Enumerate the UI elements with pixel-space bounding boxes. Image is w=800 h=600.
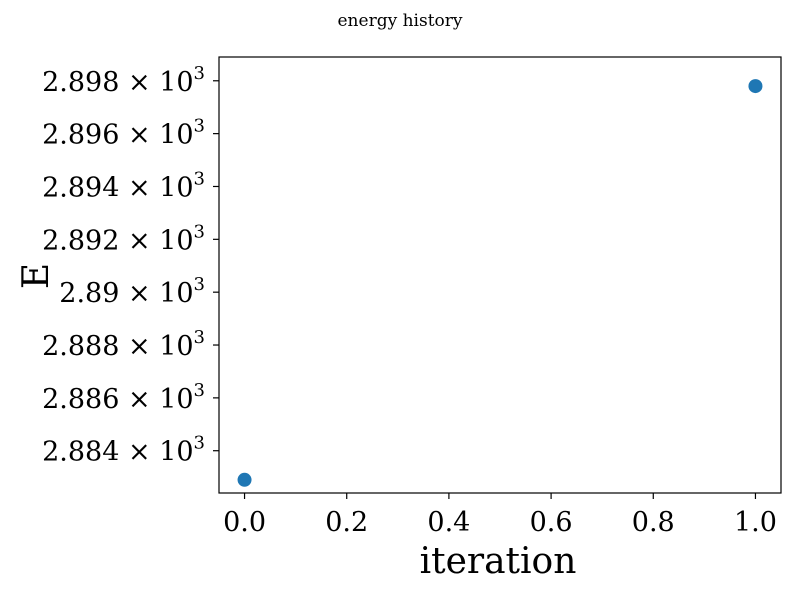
data-point <box>237 472 252 487</box>
y-tick-base: 10 <box>159 331 193 362</box>
y-tick-mantissa: 2.89 <box>59 278 119 309</box>
y-tick-times: × <box>119 225 159 256</box>
y-tick-mantissa: 2.892 <box>42 225 119 256</box>
y-tick-label: 2.888 × 103 <box>42 327 205 362</box>
y-tick-base: 10 <box>159 437 193 468</box>
x-axis: 0.0 0.2 0.4 0.6 0.8 1.0 <box>223 493 777 538</box>
y-tick-exponent: 3 <box>194 380 205 401</box>
y-tick-mantissa: 2.888 <box>42 331 119 362</box>
y-tick-exponent: 3 <box>194 221 205 242</box>
y-tick-label: 2.898 × 103 <box>42 63 205 98</box>
x-tick-label: 0.0 <box>223 507 266 538</box>
y-tick-label: 2.886 × 103 <box>42 380 205 415</box>
x-tick-label: 1.0 <box>734 507 777 538</box>
y-tick-times: × <box>119 278 159 309</box>
y-tick-base: 10 <box>159 278 193 309</box>
y-tick-exponent: 3 <box>194 63 205 84</box>
plot-frame <box>218 56 782 494</box>
y-tick-exponent: 3 <box>194 433 205 454</box>
y-tick-base: 10 <box>159 120 193 151</box>
y-tick-exponent: 3 <box>194 168 205 189</box>
y-tick-base: 10 <box>159 67 193 98</box>
y-tick-base: 10 <box>159 225 193 256</box>
x-tick-label: 0.6 <box>530 507 573 538</box>
y-tick-exponent: 3 <box>194 116 205 137</box>
y-tick-times: × <box>119 120 159 151</box>
y-tick-label: 2.896 × 103 <box>42 116 205 151</box>
y-tick-mantissa: 2.894 <box>42 172 119 203</box>
y-tick-mantissa: 2.896 <box>42 120 119 151</box>
y-tick-times: × <box>119 331 159 362</box>
y-tick-times: × <box>119 172 159 203</box>
y-tick-base: 10 <box>159 172 193 203</box>
y-tick-exponent: 3 <box>194 327 205 348</box>
x-tick-label: 0.4 <box>427 507 470 538</box>
y-tick-mantissa: 2.884 <box>42 437 119 468</box>
y-tick-exponent: 3 <box>194 274 205 295</box>
y-tick-mantissa: 2.886 <box>42 384 119 415</box>
y-tick-times: × <box>119 67 159 98</box>
data-point <box>748 79 763 94</box>
y-tick-base: 10 <box>159 384 193 415</box>
y-tick-times: × <box>119 437 159 468</box>
x-tick-label: 0.2 <box>325 507 368 538</box>
chart-title: energy history <box>338 11 463 31</box>
data-points <box>237 79 763 487</box>
y-tick-times: × <box>119 384 159 415</box>
y-tick-label: 2.884 × 103 <box>42 433 205 468</box>
y-axis-label: E <box>16 263 57 289</box>
y-tick-mantissa: 2.898 <box>42 67 119 98</box>
y-tick-label: 2.89 × 103 <box>59 274 205 309</box>
x-tick-label: 0.8 <box>632 507 675 538</box>
y-tick-label: 2.892 × 103 <box>42 221 205 256</box>
y-tick-label: 2.894 × 103 <box>42 168 205 203</box>
x-axis-label: iteration <box>420 541 577 582</box>
